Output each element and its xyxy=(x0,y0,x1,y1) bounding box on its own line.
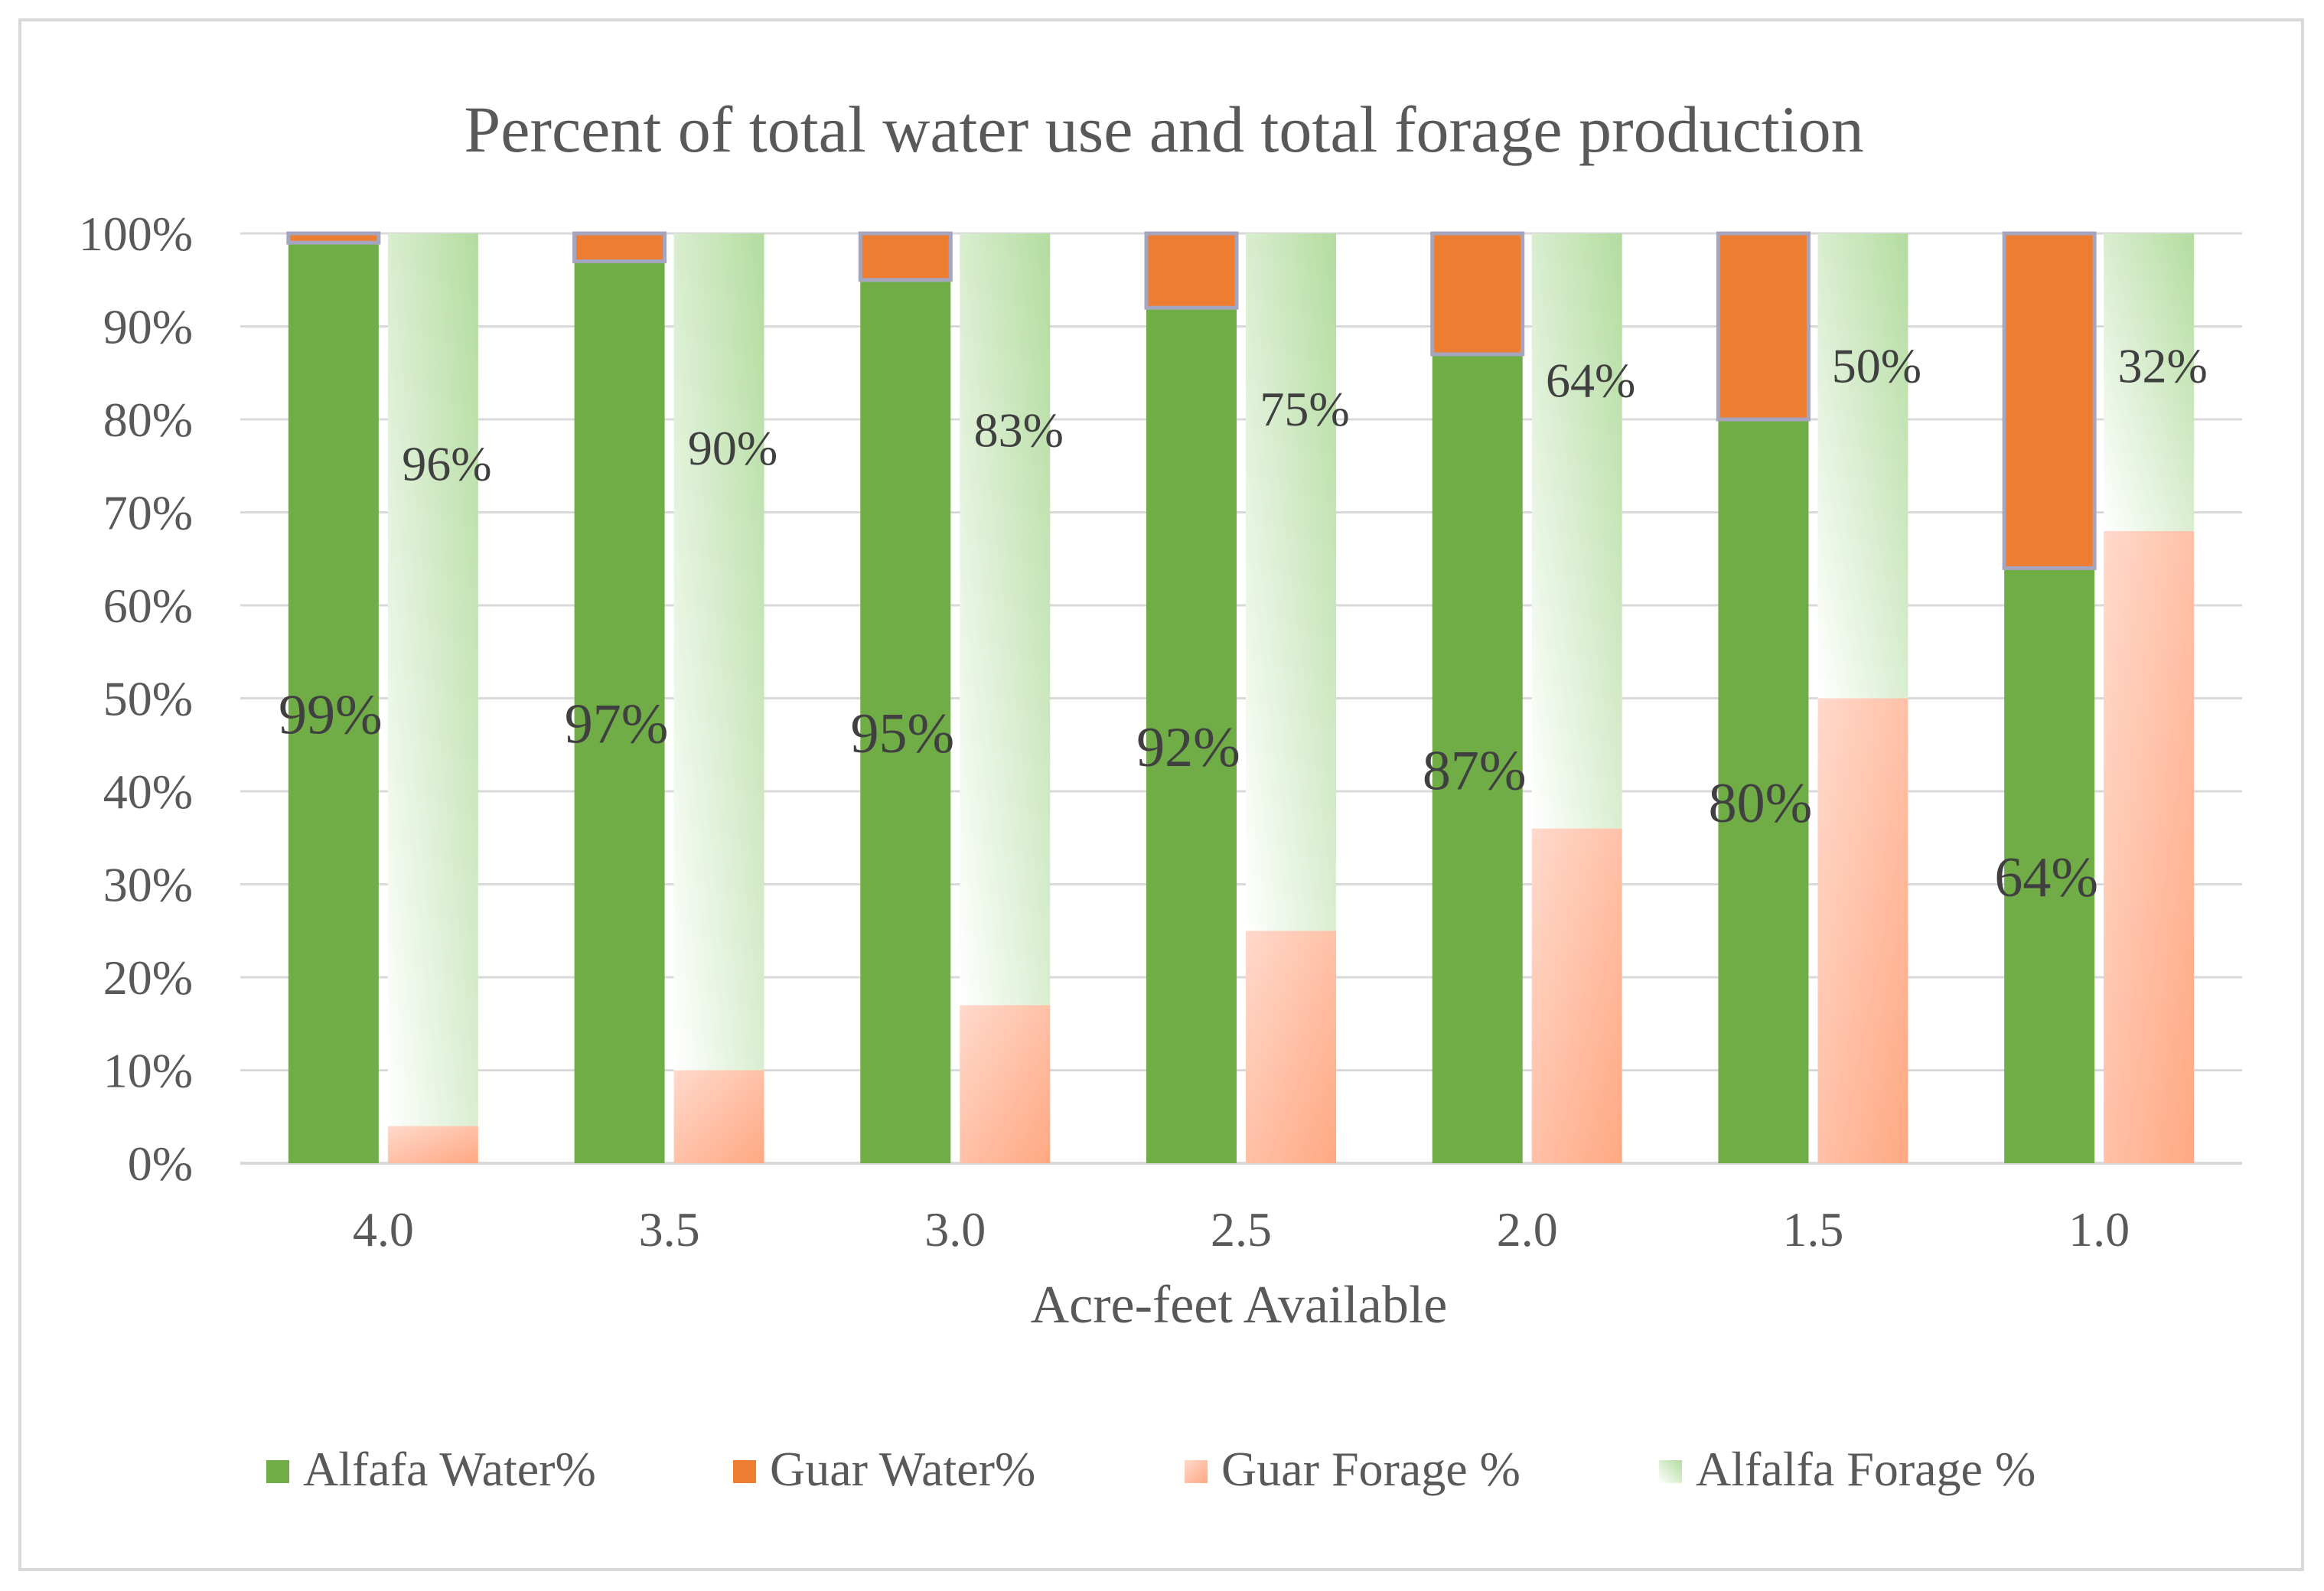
y-tick-label: 90% xyxy=(103,300,193,354)
bar-alfalfa-forage-2-0 xyxy=(1531,233,1622,829)
bar-layer xyxy=(286,231,2195,1164)
x-axis-ticks: 4.0 3.5 3.0 2.5 2.0 1.5 1.0 xyxy=(353,1202,2130,1257)
bar-alfafa-water-3-5 xyxy=(574,261,665,1164)
data-label: 64% xyxy=(1546,354,1635,408)
y-tick-label: 20% xyxy=(103,950,193,1005)
bar-alfalfa-forage-2-5 xyxy=(1246,233,1336,931)
x-tick-label: 2.5 xyxy=(1211,1202,1272,1257)
bar-alfalfa-forage-4-0 xyxy=(387,233,478,1126)
legend-item: Guar Water% xyxy=(733,1442,1035,1496)
legend-swatch xyxy=(1185,1460,1208,1483)
x-tick-label: 3.5 xyxy=(639,1202,700,1257)
x-tick-label: 4.0 xyxy=(353,1202,414,1257)
bar-alfafa-water-4-0 xyxy=(288,243,379,1163)
bar-alfalfa-forage-3-5 xyxy=(673,233,764,1071)
bar-guar-water-2-5 xyxy=(1144,231,1239,310)
bar-guar-water-1-0 xyxy=(2002,231,2097,570)
bar-guar-forage-2-0 xyxy=(1531,828,1622,1163)
legend-swatch xyxy=(1659,1460,1682,1483)
legend-item: Alfalfa Forage % xyxy=(1659,1442,2036,1496)
data-label: 95% xyxy=(850,703,954,765)
legend-label: Guar Forage % xyxy=(1221,1442,1521,1496)
bar-guar-water-1-5 xyxy=(1716,231,1811,422)
y-tick-label: 40% xyxy=(103,765,193,819)
bar-alfafa-water-3-0 xyxy=(860,279,951,1163)
bar-guar-water-4-0 xyxy=(286,231,381,245)
bar-guar-forage-2-5 xyxy=(1246,931,1336,1163)
x-tick-label: 1.5 xyxy=(1782,1202,1843,1257)
data-label: 83% xyxy=(974,403,1064,457)
x-tick-label: 1.0 xyxy=(2068,1202,2130,1257)
data-label: 87% xyxy=(1423,739,1527,802)
data-label: 64% xyxy=(1994,846,2098,909)
bar-guar-water-3-0 xyxy=(858,231,953,282)
bar-guar-forage-1-5 xyxy=(1817,698,1908,1163)
legend-swatch xyxy=(733,1460,756,1483)
chart-frame: Percent of total water use and total for… xyxy=(18,18,2304,1571)
bar-alfafa-water-2-0 xyxy=(1432,354,1523,1164)
data-label: 75% xyxy=(1260,382,1349,436)
y-tick-label: 10% xyxy=(103,1044,193,1098)
data-label: 32% xyxy=(2117,338,2207,393)
y-tick-label: 0% xyxy=(128,1136,193,1191)
y-axis-ticks: 0% 10% 20% 30% 40% 50% 60% 70% 80% 90% 100% xyxy=(79,207,193,1191)
data-label: 99% xyxy=(279,684,383,747)
data-label: 96% xyxy=(402,437,491,491)
bar-alfafa-water-2-5 xyxy=(1146,308,1237,1164)
y-tick-label: 50% xyxy=(103,672,193,726)
data-label: 97% xyxy=(565,693,669,756)
legend: Alfafa Water% Guar Water% Guar Forage % Alf… xyxy=(266,1442,2036,1496)
y-tick-label: 80% xyxy=(103,393,193,447)
chart-title: Percent of total water use and total for… xyxy=(464,93,1863,166)
bar-guar-water-3-5 xyxy=(572,231,667,263)
bar-alfalfa-forage-1-0 xyxy=(2104,233,2195,531)
data-label: 50% xyxy=(1832,338,1921,393)
bar-guar-forage-3-0 xyxy=(960,1005,1051,1163)
bar-guar-forage-4-0 xyxy=(387,1126,478,1163)
y-tick-label: 30% xyxy=(103,858,193,912)
bar-guar-forage-1-0 xyxy=(2104,530,2195,1163)
y-tick-label: 70% xyxy=(103,486,193,540)
x-axis-title: Acre-feet Available xyxy=(1031,1276,1448,1335)
bar-guar-water-2-0 xyxy=(1430,231,1525,357)
legend-item: Guar Forage % xyxy=(1185,1442,1521,1496)
grid-layer xyxy=(240,232,2242,1165)
x-tick-label: 3.0 xyxy=(924,1202,986,1257)
data-label: 80% xyxy=(1709,772,1813,835)
bar-guar-forage-3-5 xyxy=(673,1070,764,1163)
data-label: 92% xyxy=(1136,716,1240,779)
y-tick-label: 100% xyxy=(79,207,193,261)
legend-label: Alfafa Water% xyxy=(303,1442,596,1496)
x-tick-label: 2.0 xyxy=(1497,1202,1558,1257)
bar-alfalfa-forage-3-0 xyxy=(960,233,1051,1006)
data-label: 90% xyxy=(688,421,777,475)
data-label-layer: 99% 96% 97% 90% 95% 83% 92% 75% 87% 64% 80% 50% 64% 3… xyxy=(279,338,2208,909)
bar-alfalfa-forage-1-5 xyxy=(1817,233,1908,699)
legend-swatch xyxy=(266,1460,289,1483)
legend-label: Guar Water% xyxy=(770,1442,1035,1496)
y-tick-label: 60% xyxy=(103,579,193,633)
bar-alfafa-water-1-5 xyxy=(1718,419,1809,1163)
legend-item: Alfafa Water% xyxy=(266,1442,596,1496)
legend-label: Alfalfa Forage % xyxy=(1696,1442,2036,1496)
bar-alfafa-water-1-0 xyxy=(2004,568,2095,1163)
chart-svg: Percent of total water use and total for… xyxy=(79,93,2242,1496)
